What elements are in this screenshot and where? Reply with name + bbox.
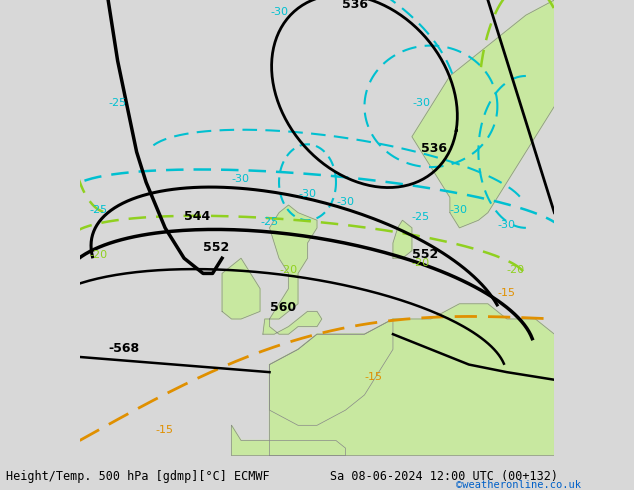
Text: -30: -30 (298, 190, 316, 199)
Text: -25: -25 (108, 98, 126, 108)
Text: 536: 536 (342, 0, 368, 11)
Text: -30: -30 (337, 197, 354, 207)
Text: -20: -20 (279, 266, 297, 275)
Text: -25: -25 (89, 205, 107, 215)
Text: 536: 536 (422, 142, 448, 155)
Text: Height/Temp. 500 hPa [gdmp][°C] ECMWF: Height/Temp. 500 hPa [gdmp][°C] ECMWF (6, 469, 270, 483)
Polygon shape (231, 425, 346, 456)
Text: -20: -20 (412, 258, 430, 268)
Polygon shape (412, 0, 554, 228)
Text: ©weatheronline.co.uk: ©weatheronline.co.uk (456, 480, 581, 490)
Text: -20: -20 (89, 250, 107, 260)
Text: -568: -568 (108, 343, 139, 355)
Text: -30: -30 (450, 205, 468, 215)
Text: -20: -20 (507, 266, 525, 275)
Text: -15: -15 (498, 288, 515, 298)
Polygon shape (269, 304, 554, 456)
Text: -25: -25 (412, 212, 430, 222)
Polygon shape (269, 319, 393, 425)
Text: -30: -30 (231, 174, 250, 184)
Text: -15: -15 (155, 425, 174, 435)
Text: 552: 552 (203, 241, 230, 254)
Text: -15: -15 (365, 372, 382, 382)
Text: 560: 560 (269, 301, 295, 315)
Text: -30: -30 (498, 220, 515, 230)
Polygon shape (222, 258, 260, 319)
Text: 544: 544 (184, 210, 210, 223)
Text: -30: -30 (413, 98, 430, 108)
Text: -25: -25 (260, 217, 278, 227)
Polygon shape (393, 220, 412, 258)
Text: 552: 552 (412, 248, 438, 261)
Polygon shape (263, 205, 321, 334)
Text: Sa 08-06-2024 12:00 UTC (00+132): Sa 08-06-2024 12:00 UTC (00+132) (330, 469, 558, 483)
Text: -30: -30 (270, 7, 288, 17)
